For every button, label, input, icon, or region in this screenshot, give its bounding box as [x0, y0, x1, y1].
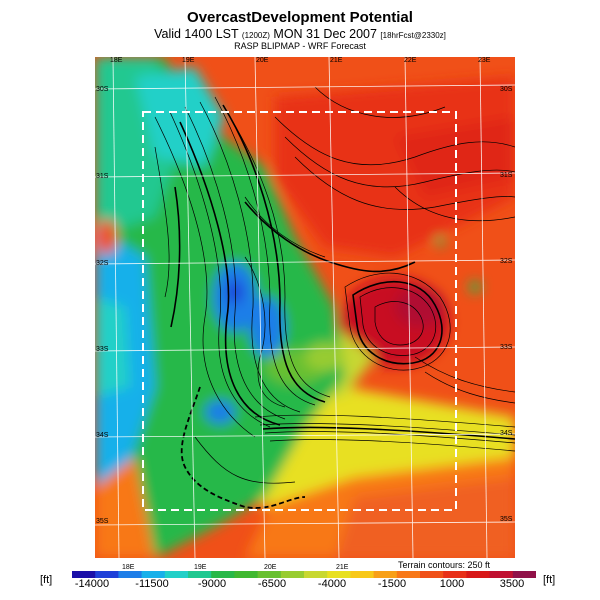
colorbar-swatch: [512, 571, 536, 578]
lat-label-left: 33S: [96, 346, 109, 353]
valid-prefix: Valid 1400 LST: [154, 27, 239, 41]
lon-label-bottom: 20E: [264, 564, 277, 571]
colorbar-swatch: [234, 571, 259, 578]
lat-label-right: 35S: [500, 516, 513, 523]
lat-label-right: 31S: [500, 172, 513, 179]
colorbar-swatch: [95, 571, 119, 578]
colorbar-swatch: [350, 571, 375, 578]
map-subtitle: RASP BLIPMAP - WRF Forecast: [234, 41, 366, 51]
colorbar-swatch: [72, 571, 96, 578]
colorbar-tick-label: -6500: [257, 578, 287, 590]
colorbar-swatch: [396, 571, 421, 578]
colorbar-swatch: [466, 571, 491, 578]
lat-label-left: 34S: [96, 432, 109, 439]
colorbar-swatch: [118, 571, 143, 578]
lat-label-left: 32S: [96, 260, 109, 267]
forecast-map: [95, 57, 515, 558]
lon-label-top: 22E: [404, 57, 417, 64]
lat-label-right: 30S: [500, 86, 513, 93]
colorbar: [72, 571, 536, 578]
lat-label-left: 30S: [96, 86, 109, 93]
colorbar-tick-label: -11500: [135, 578, 169, 590]
colorbar-swatch: [304, 571, 328, 578]
overcast-field: [95, 57, 515, 558]
colorbar-tick-label: -14000: [74, 578, 110, 590]
lat-label-left: 35S: [96, 518, 109, 525]
terrain-contours: [154, 86, 515, 484]
colorbar-tick-label: -1500: [377, 578, 407, 590]
colorbar-swatch: [280, 571, 305, 578]
colorbar-unit-left: [ft]: [40, 574, 53, 586]
lon-label-top: 19E: [182, 57, 195, 64]
latlon-grid: [95, 57, 515, 558]
lon-label-bottom: 18E: [122, 564, 135, 571]
lon-label-top: 20E: [256, 57, 269, 64]
colorbar-swatch: [211, 571, 235, 578]
lon-label-top: 18E: [110, 57, 123, 64]
colorbar-tick-label: -4000: [317, 578, 347, 590]
inner-domain-box: [142, 111, 457, 511]
colorbar-swatch: [489, 571, 514, 578]
lat-label-left: 31S: [96, 173, 109, 180]
colorbar-swatch: [257, 571, 282, 578]
colorbar-swatch: [373, 571, 398, 578]
lon-label-bottom: 19E: [194, 564, 207, 571]
colorbar-swatch: [327, 571, 351, 578]
coastline: [180, 386, 306, 509]
lon-label-bottom: 21E: [336, 564, 349, 571]
colorbar-tick-label: 1000: [439, 578, 465, 590]
colorbar-tick-label: -9000: [197, 578, 227, 590]
colorbar-tick-label: 3500: [499, 578, 525, 590]
colorbar-swatch: [188, 571, 212, 578]
forecast-hour: [18hrFcst@2330z]: [380, 31, 446, 40]
map-title: OvercastDevelopment Potential: [187, 9, 413, 26]
valid-time: Valid 1400 LST (1200Z) MON 31 Dec 2007 […: [0, 27, 600, 41]
colorbar-swatch: [420, 571, 444, 578]
lon-label-top: 23E: [478, 57, 491, 64]
colorbar-swatch: [443, 571, 467, 578]
valid-utc: (1200Z): [241, 31, 270, 40]
colorbar-swatch: [141, 571, 166, 578]
lat-label-right: 32S: [500, 258, 513, 265]
lat-label-right: 33S: [500, 344, 513, 351]
valid-date: MON 31 Dec 2007: [273, 27, 377, 41]
colorbar-swatch: [164, 571, 189, 578]
colorbar-unit-right: [ft]: [543, 574, 556, 586]
terrain-contour-note: Terrain contours: 250 ft: [398, 560, 491, 570]
lat-label-right: 34S: [500, 430, 513, 437]
lon-label-top: 21E: [330, 57, 343, 64]
